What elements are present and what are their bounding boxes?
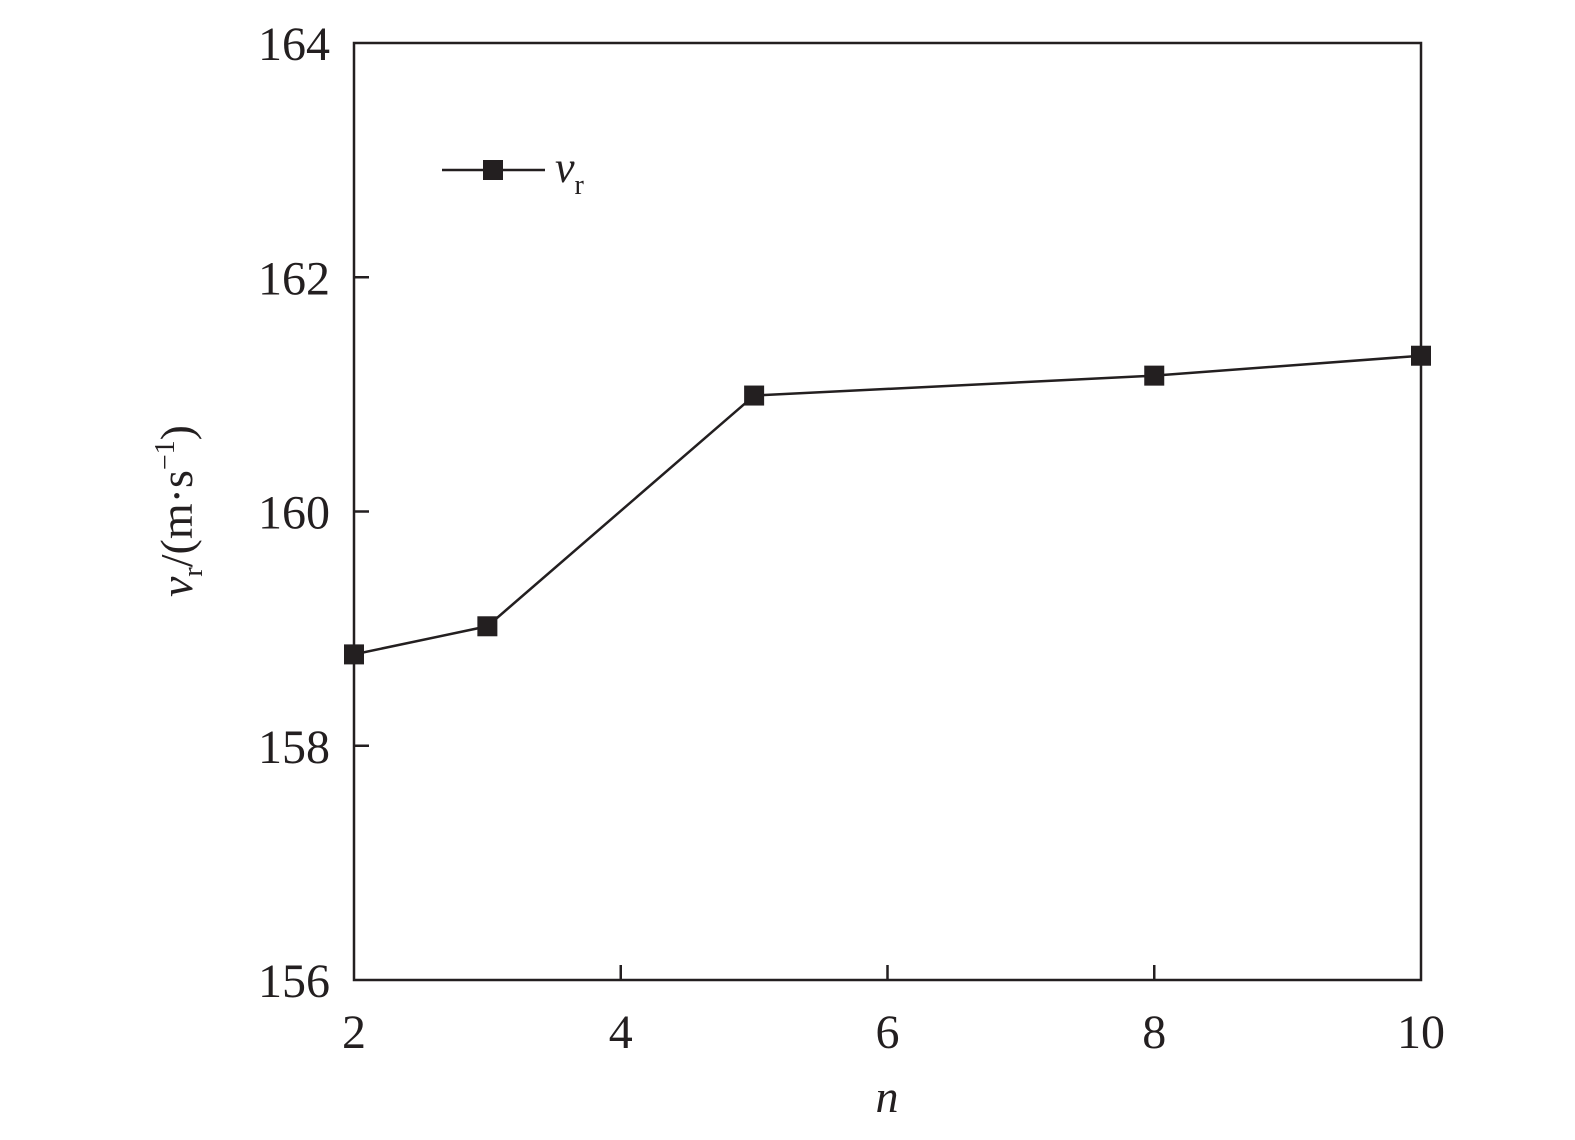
x-tick-label: 10: [1397, 1006, 1445, 1059]
x-tick-label: 2: [342, 1006, 366, 1059]
x-tick-label: 4: [609, 1006, 633, 1059]
series-line: [353, 354, 1422, 656]
tick-labels: 2 4 6 8 10 156 158 160 162 164: [258, 18, 1445, 1059]
y-tick-label: 156: [258, 955, 330, 1008]
data-point: [477, 616, 498, 637]
legend: vr: [442, 143, 585, 201]
y-tick-label: 162: [258, 252, 330, 305]
x-tick-label: 6: [876, 1006, 900, 1059]
series-vr: [344, 345, 1431, 665]
y-axis-label: vr/(m·s−1): [150, 425, 209, 597]
y-tick-label: 164: [258, 18, 330, 71]
legend-marker: [483, 160, 503, 180]
axis-ticks: [354, 276, 1156, 980]
x-axis-label: n: [876, 1071, 899, 1122]
plot-frame: [352, 41, 1423, 982]
data-point: [744, 385, 765, 406]
data-point: [1411, 345, 1431, 366]
data-point: [1144, 365, 1165, 386]
x-tick-label: 8: [1142, 1006, 1166, 1059]
y-tick-label: 158: [258, 721, 330, 774]
y-tick-label: 160: [258, 487, 330, 540]
legend-label: vr: [555, 143, 585, 201]
data-point: [344, 644, 364, 665]
